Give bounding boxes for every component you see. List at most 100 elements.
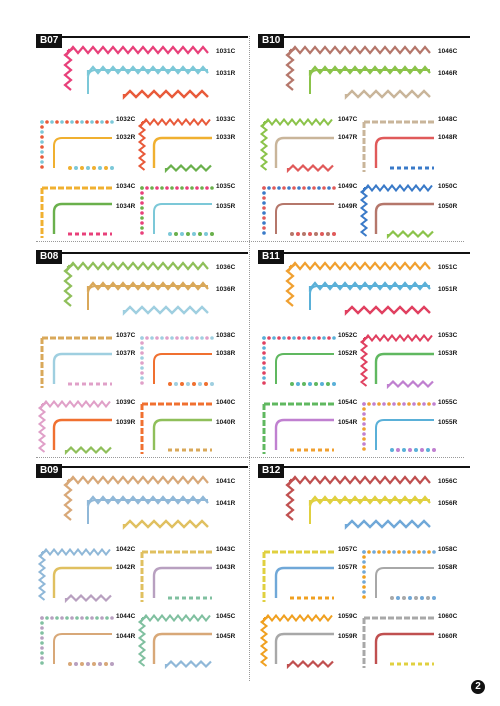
item-code: 1054R [338,419,358,426]
border-pattern [50,616,54,620]
border-pattern [277,186,281,190]
item-code: 1056C [438,478,458,485]
border-pattern [326,232,330,236]
border-corner [52,418,112,450]
item-code: 1053C [438,332,458,339]
border-pattern [407,402,411,406]
border-pattern [262,191,266,195]
border-pattern [263,613,333,624]
border-pattern [40,616,44,620]
border-pattern [40,125,44,129]
border-corner [274,566,334,598]
border-pattern [155,336,159,340]
border-pattern [362,442,366,446]
border-pattern [359,337,370,387]
border-pattern [362,550,366,554]
border-pattern [377,550,381,554]
border-pattern [95,616,99,620]
border-pattern [65,616,69,620]
border-pattern [387,550,391,554]
border-pattern [272,336,276,340]
border-corner [87,499,208,524]
item-code: 1045R [216,633,236,640]
border-pattern [362,412,366,416]
border-pattern [140,186,144,190]
border-pattern [55,616,59,620]
border-pattern [367,550,371,554]
item-code: 1058R [438,564,458,571]
border-pattern [344,89,431,100]
border-pattern [407,550,411,554]
border-pattern [420,448,424,452]
border-pattern [192,382,196,386]
border-pattern [392,402,396,406]
border-pattern [110,166,114,170]
border-pattern [140,376,144,380]
border-sample-small [362,120,434,172]
border-corner [152,136,212,168]
border-pattern [277,336,281,340]
border-pattern [40,656,44,660]
border-pattern [327,186,331,190]
border-pattern [262,231,266,235]
border-sample-small [137,613,212,670]
item-code: 1038R [216,350,236,357]
border-sample-large [285,261,431,316]
item-code: 1059C [338,613,358,620]
item-code: 1052C [338,332,358,339]
border-pattern [185,336,189,340]
border-corner [375,567,434,598]
border-sample-small [262,550,334,602]
item-code: 1049R [338,203,358,210]
item-code: 1049C [338,183,358,190]
border-pattern [198,382,202,386]
border-pattern [426,448,430,452]
border-corner [375,419,434,450]
border-corner [87,285,208,310]
border-pattern [63,478,75,521]
border-pattern [85,120,89,124]
border-corner [53,137,112,168]
border-pattern [40,160,44,164]
border-corner [374,136,434,168]
border-pattern [68,166,72,170]
border-pattern [195,186,199,190]
item-code: 1043C [216,546,236,553]
border-pattern [80,166,84,170]
border-pattern [40,120,44,124]
border-sample-large [63,45,209,100]
border-samples [259,475,436,670]
border-pattern [432,596,436,600]
item-code: 1031R [216,70,236,77]
border-pattern [326,382,330,386]
border-pattern [417,402,421,406]
border-sample-small [362,616,434,668]
border-pattern [75,616,79,620]
border-pattern [414,596,418,600]
border-pattern [180,336,184,340]
border-pattern [362,555,366,559]
border-pattern [66,45,209,57]
border-pattern [37,551,48,601]
section-tag: B08 [36,250,63,264]
border-pattern [308,382,312,386]
border-sample-small [262,186,336,236]
border-pattern [302,382,306,386]
border-pattern [140,371,144,375]
border-pattern [297,336,301,340]
border-corner [275,203,334,234]
border-pattern [95,120,99,124]
border-pattern [402,550,406,554]
border-pattern [267,336,271,340]
border-pattern [98,166,102,170]
border-pattern [140,226,144,230]
border-pattern [414,448,418,452]
border-pattern [262,341,266,345]
border-pattern [322,336,326,340]
border-pattern [267,186,271,190]
border-pattern [140,381,144,385]
border-pattern [272,186,276,190]
border-pattern [90,120,94,124]
item-code: 1060R [438,633,458,640]
border-pattern [174,232,178,236]
